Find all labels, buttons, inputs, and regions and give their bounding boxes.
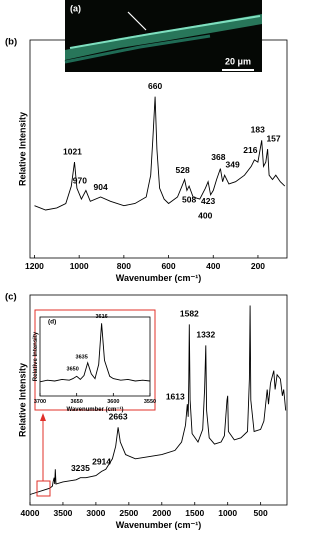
x-tick-label: 2000 [152, 508, 171, 518]
x-tick-label: 1500 [185, 508, 204, 518]
x-axis-label: Wavenumber (cm⁻¹) [116, 273, 201, 283]
chart-panel: 1200 1000 800 600 400 200 Wavenumber (cm⁻¹) Rel… [5, 37, 288, 283]
peak-label: 183 [251, 125, 265, 135]
x-tick-label: 3000 [86, 508, 105, 518]
x-tick-label: 3700 [34, 399, 46, 405]
fiber-highlight [69, 15, 261, 49]
peak-label: 970 [73, 176, 87, 186]
peak-label: 2914 [92, 457, 111, 467]
peak-label: 1332 [196, 330, 215, 340]
panel-label: (c) [5, 292, 17, 303]
x-tick-label: 1000 [218, 508, 237, 518]
x-tick-label: 600 [161, 261, 175, 271]
peak-label: 157 [266, 133, 280, 143]
panel-label: (d) [48, 319, 56, 326]
spectrum-line [39, 323, 151, 383]
x-tick-label: 3550 [144, 399, 156, 405]
plot-frame [29, 294, 288, 506]
micrograph: (a) 20 μm [64, 0, 262, 72]
scale-label: 20 μm [225, 56, 251, 66]
zoom-arrowhead [40, 413, 46, 421]
peak-label: 528 [176, 165, 190, 175]
peak-label: 216 [243, 145, 257, 155]
panel-label: (b) [5, 37, 17, 48]
x-axis-label: Wavenumber (cm⁻¹) [67, 406, 124, 413]
x-tick-label: 1200 [25, 261, 44, 271]
fiber [65, 14, 262, 60]
x-tick-label: 400 [206, 261, 220, 271]
x-tick-label: 800 [117, 261, 131, 271]
plot-frame [39, 316, 151, 397]
peak-label: 423 [201, 196, 215, 206]
peak-label: 1021 [63, 146, 82, 156]
fiber-shadow [64, 34, 211, 64]
panel-label: (a) [70, 3, 81, 13]
peak-label: 660 [148, 81, 162, 91]
x-axis-label: Wavenumber (cm⁻¹) [116, 520, 201, 530]
x-tick-label: 4000 [21, 508, 40, 518]
peak-label: 1613 [166, 391, 185, 401]
peak-label: 368 [211, 152, 225, 162]
peak-label: 2663 [109, 412, 128, 422]
x-tick-label: 3600 [107, 399, 119, 405]
peak-label: 349 [226, 159, 240, 169]
x-tick-label: 200 [251, 261, 265, 271]
peak-label: 3635 [76, 354, 88, 360]
x-tick-label: 3500 [53, 508, 72, 518]
peak-label: 3235 [71, 463, 90, 473]
peak-label: 400 [198, 211, 212, 221]
x-tick-label: 2500 [119, 508, 138, 518]
pointer [127, 11, 147, 31]
y-axis-label: Relative Intensity [18, 112, 28, 186]
peak-label: 3650 [67, 367, 79, 373]
peak-label: 3616 [95, 314, 107, 320]
inset-frame [34, 309, 156, 411]
x-tick-label: 1000 [70, 261, 89, 271]
spectrum-line [34, 96, 286, 211]
peak-label: 904 [94, 182, 108, 192]
spectrum-line [29, 305, 287, 495]
x-tick-label: 3650 [71, 399, 83, 405]
y-axis-label: Relative Intensity [33, 331, 39, 381]
figure: 1200 1000 800 600 400 200 Wavenumber (cm⁻¹) Rel… [5, 0, 288, 530]
peak-label: 1582 [180, 309, 199, 319]
chart-panel: 4000 3500 3000 2500 2000 1500 1000 500 Wavenumbe… [5, 292, 288, 530]
chart-panel: 3700 3650 3600 3550 Wavenumber (cm⁻¹) Relativ… [33, 309, 156, 413]
peak-label: 508 [182, 194, 196, 204]
y-axis-label: Relative Intensity [18, 363, 28, 437]
x-tick-label: 500 [254, 508, 268, 518]
